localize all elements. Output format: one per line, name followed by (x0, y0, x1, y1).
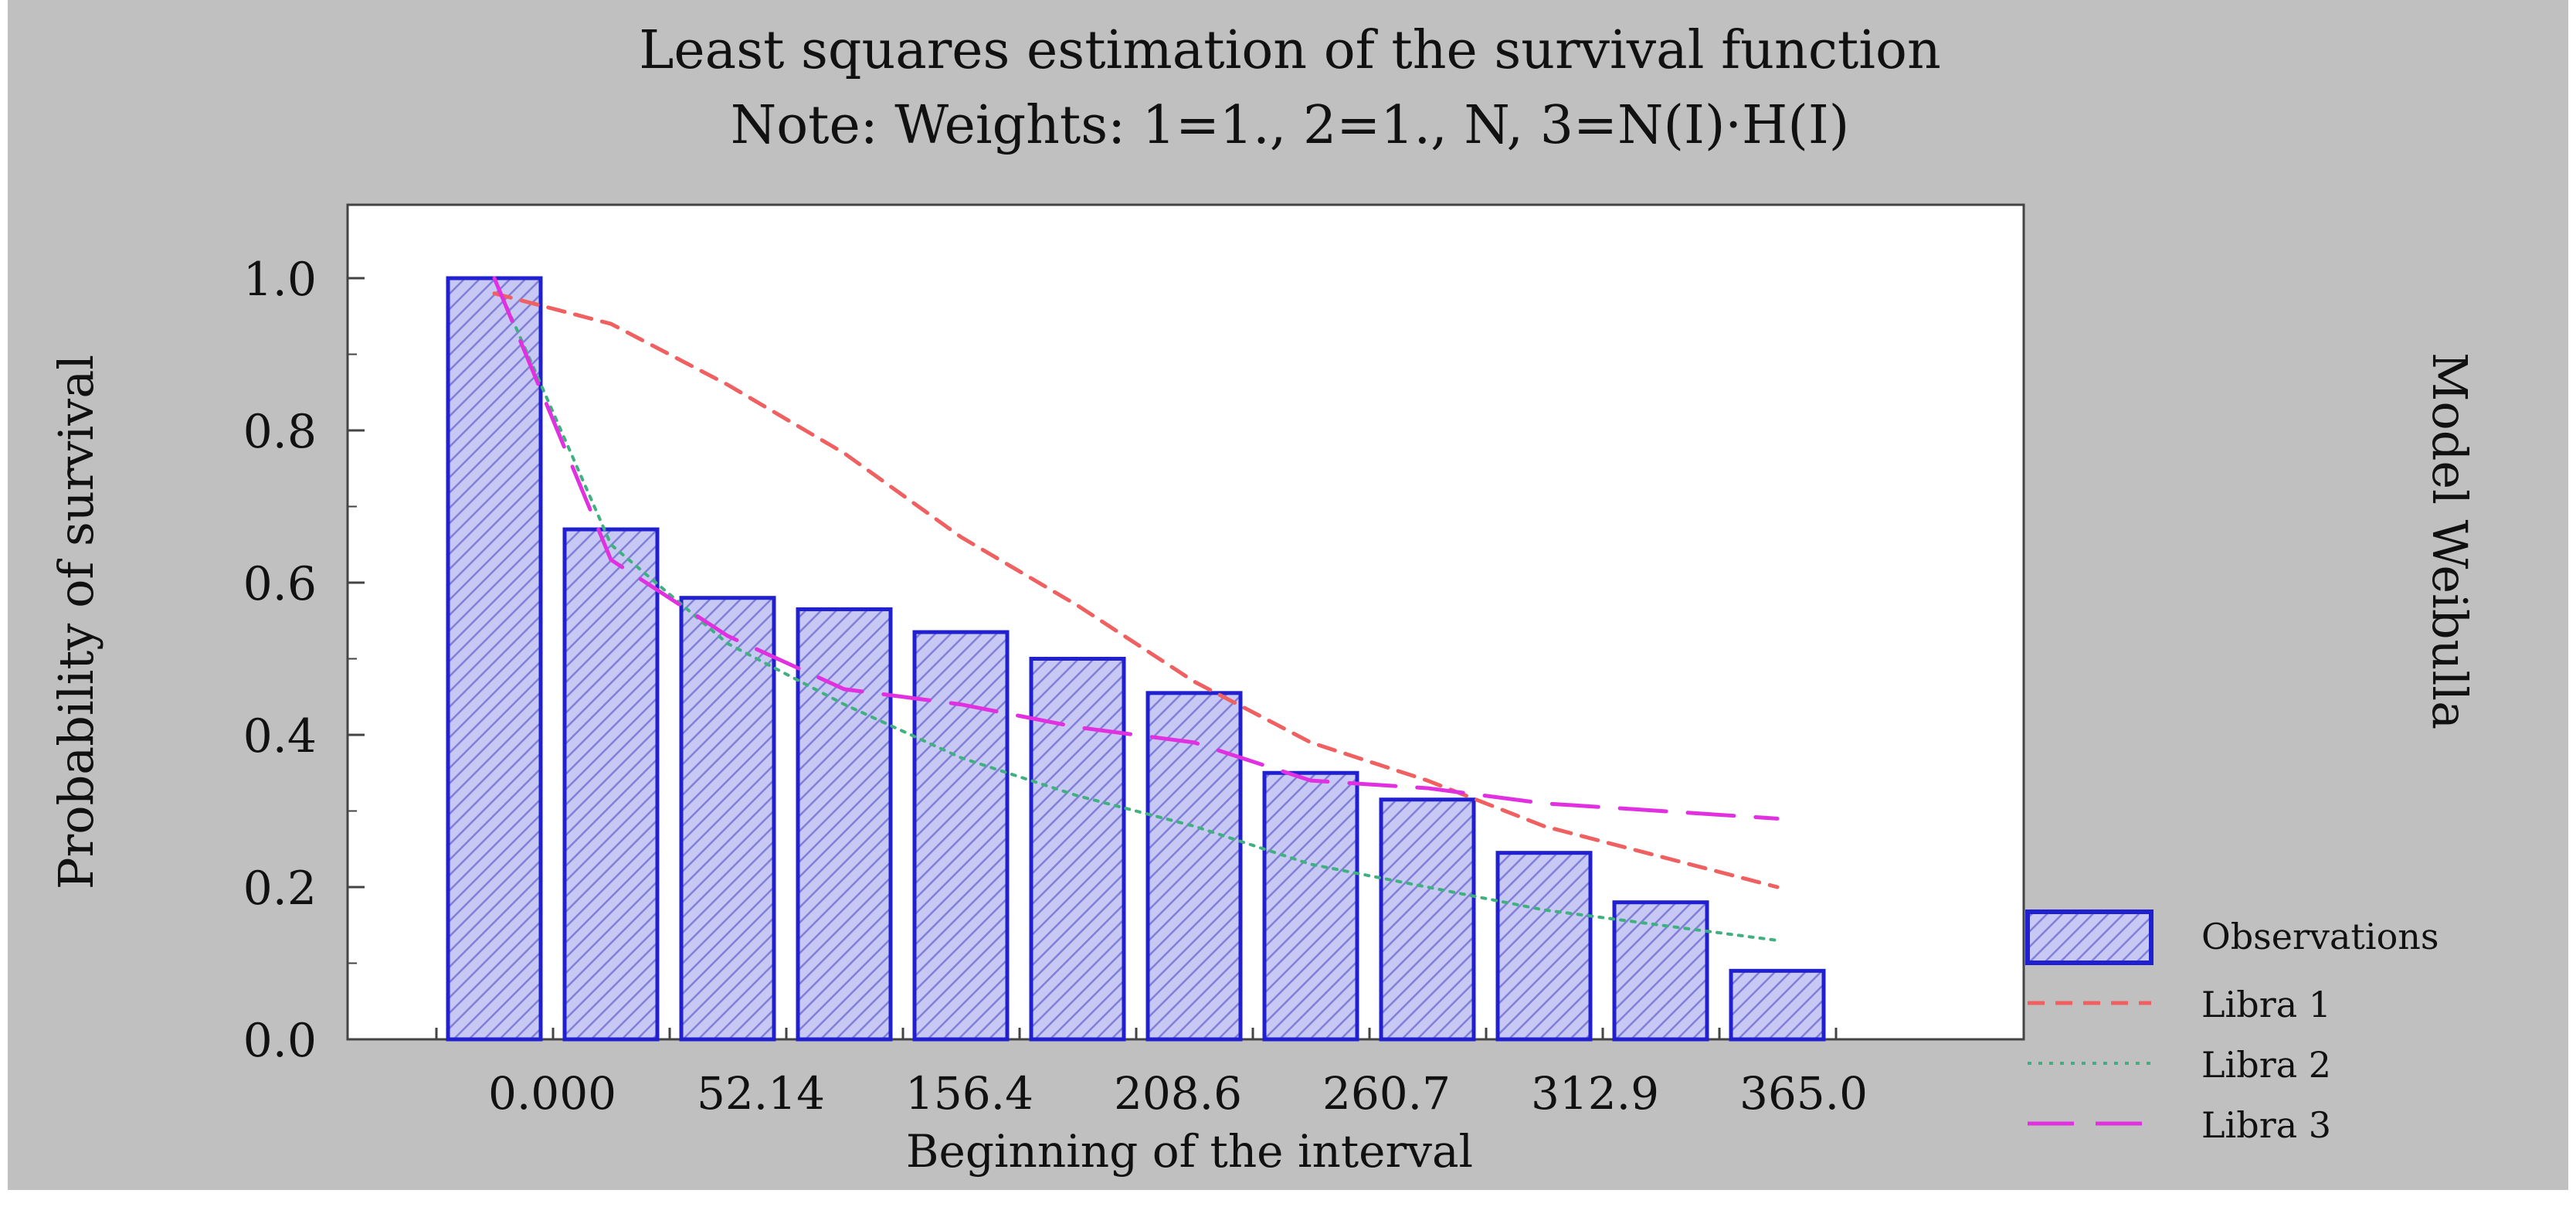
x-axis: 0.000 52.14 156.4 208.6 260.7 312.9 365.0 (435, 1028, 1868, 1120)
y-tick-label: 0.6 (243, 557, 317, 611)
bar-observation (1145, 691, 1243, 1042)
bar-observation (1262, 770, 1359, 1042)
line-libra-3 (492, 276, 1780, 821)
legend-label: Observations (2201, 916, 2439, 957)
legend-label: Libra 2 (2201, 1044, 2331, 1086)
y-axis-label: Probability of survival (48, 355, 104, 889)
line-libra-1 (492, 291, 1780, 889)
y-tick-label: 0.2 (243, 862, 317, 916)
bar-observation (1379, 797, 1476, 1042)
model-label: Model Weibulla (2422, 352, 2478, 729)
y-tick-label: 0.8 (243, 405, 317, 459)
bar-observation (796, 607, 893, 1042)
x-tick-label: 365.0 (1739, 1067, 1868, 1120)
bar-observation (1612, 900, 1709, 1042)
x-tick-label: 208.6 (1114, 1067, 1242, 1120)
bar-observation (1495, 851, 1593, 1042)
legend: Observations Libra 1 Libra 2 Libra 3 (2025, 910, 2439, 1146)
survival-chart: Least squares estimation of the survival… (48, 20, 2478, 1178)
bar-observation (1029, 657, 1126, 1042)
bars (446, 276, 1826, 1042)
bar-observation (562, 527, 660, 1042)
legend-swatch-observations (2025, 910, 2153, 965)
chart-subtitle: Note: Weights: 1=1., 2=1., N, 3=N(I)·H(I… (731, 95, 1850, 156)
legend-label: Libra 3 (2201, 1104, 2331, 1146)
bar-observation (446, 276, 543, 1042)
y-axis: 0.0 0.2 0.4 0.6 0.8 1.0 (243, 253, 365, 1068)
x-tick-label: 312.9 (1531, 1067, 1659, 1120)
x-tick-label: 0.000 (488, 1067, 616, 1120)
fit-lines (492, 276, 1780, 942)
bar-observation (912, 630, 1010, 1042)
y-tick-label: 0.0 (243, 1014, 317, 1068)
chart-title: Least squares estimation of the survival… (639, 20, 1941, 81)
x-axis-label: Beginning of the interval (906, 1125, 1473, 1178)
bar-observation (679, 596, 776, 1042)
legend-label: Libra 1 (2201, 984, 2331, 1025)
x-tick-label: 260.7 (1322, 1067, 1451, 1120)
x-tick-label: 52.14 (697, 1067, 825, 1120)
chart-figure: Least squares estimation of the survival… (8, 0, 2568, 1190)
x-tick-label: 156.4 (905, 1067, 1033, 1120)
y-tick-label: 0.4 (243, 709, 317, 763)
bar-observation (1729, 968, 1826, 1042)
y-tick-label: 1.0 (243, 253, 317, 307)
line-libra-2 (493, 277, 1779, 942)
